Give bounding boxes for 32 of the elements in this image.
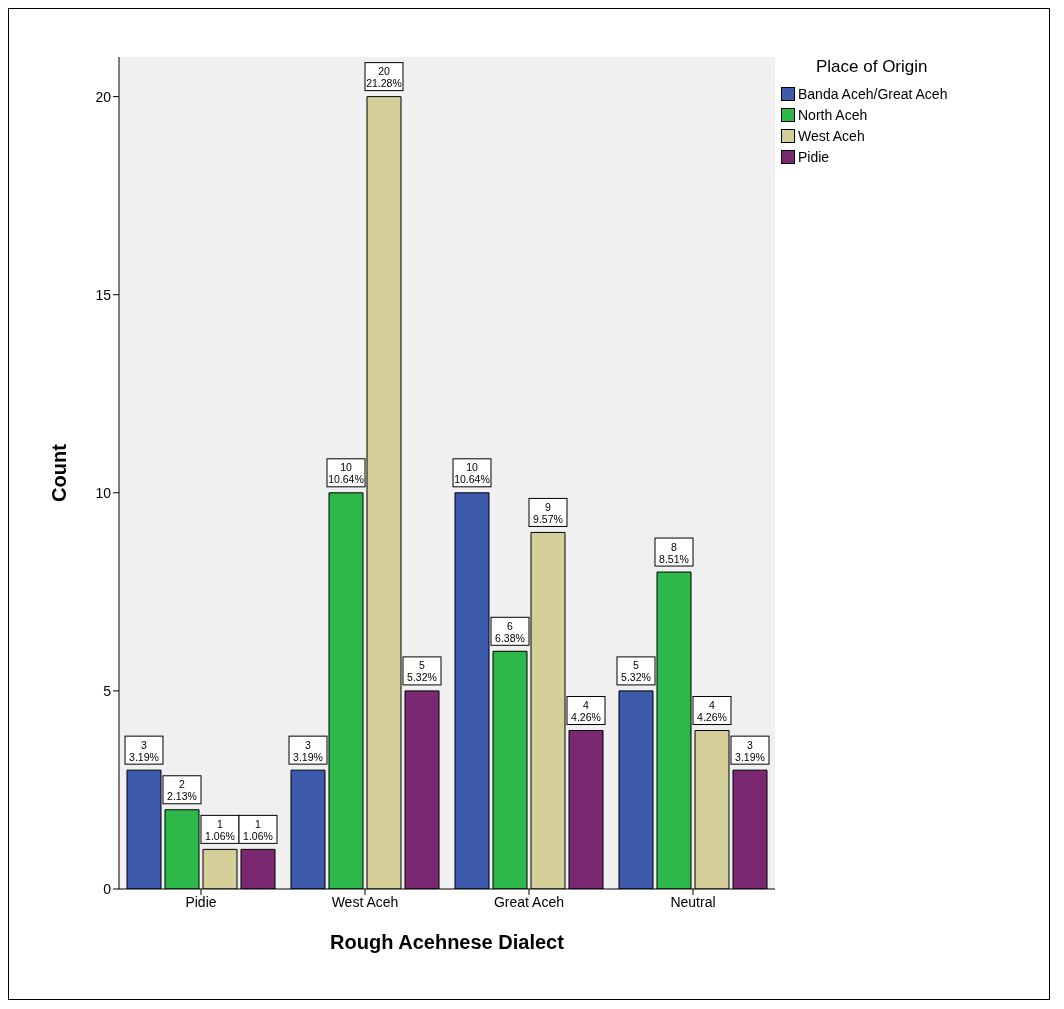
data-label: 5 5.32% <box>407 659 437 684</box>
legend-label: Banda Aceh/Great Aceh <box>798 85 948 102</box>
data-label: 20 21.28% <box>366 65 402 90</box>
x-axis-title: Rough Acehnese Dialect <box>330 931 565 953</box>
y-tick-label: 5 <box>103 682 112 699</box>
y-tick-label: 20 <box>95 88 112 105</box>
data-label: 3 3.19% <box>129 738 159 763</box>
x-tick-label: Great Aceh <box>493 893 565 910</box>
y-tick-label: 0 <box>103 880 112 897</box>
data-label: 3 3.19% <box>735 738 765 763</box>
y-tick-label: 15 <box>95 286 112 303</box>
data-label: 6 6.38% <box>495 619 525 644</box>
data-label: 1 1.06% <box>243 817 273 842</box>
data-label: 2 2.13% <box>167 778 197 803</box>
legend-label: West Aceh <box>798 127 865 144</box>
x-tick-label: Neutral <box>670 893 716 910</box>
x-tick-label: West Aceh <box>331 893 399 910</box>
y-axis-title: Count <box>48 443 71 502</box>
data-label: 8 8.51% <box>659 540 689 565</box>
legend-label: Pidie <box>798 148 830 165</box>
legend-title: Place of Origin <box>816 57 929 77</box>
data-label: 4 4.26% <box>697 699 727 724</box>
data-label: 10 10.64% <box>454 461 490 486</box>
data-label: 10 10.64% <box>328 461 364 486</box>
data-label: 4 4.26% <box>571 699 601 724</box>
y-tick-label: 10 <box>95 484 112 501</box>
data-label: 5 5.32% <box>621 659 651 684</box>
legend-label: North Aceh <box>798 106 868 123</box>
data-label: 9 9.57% <box>533 500 563 525</box>
data-label: 1 1.06% <box>205 817 235 842</box>
x-tick-label: Pidie <box>185 893 217 910</box>
data-label: 3 3.19% <box>293 738 323 763</box>
